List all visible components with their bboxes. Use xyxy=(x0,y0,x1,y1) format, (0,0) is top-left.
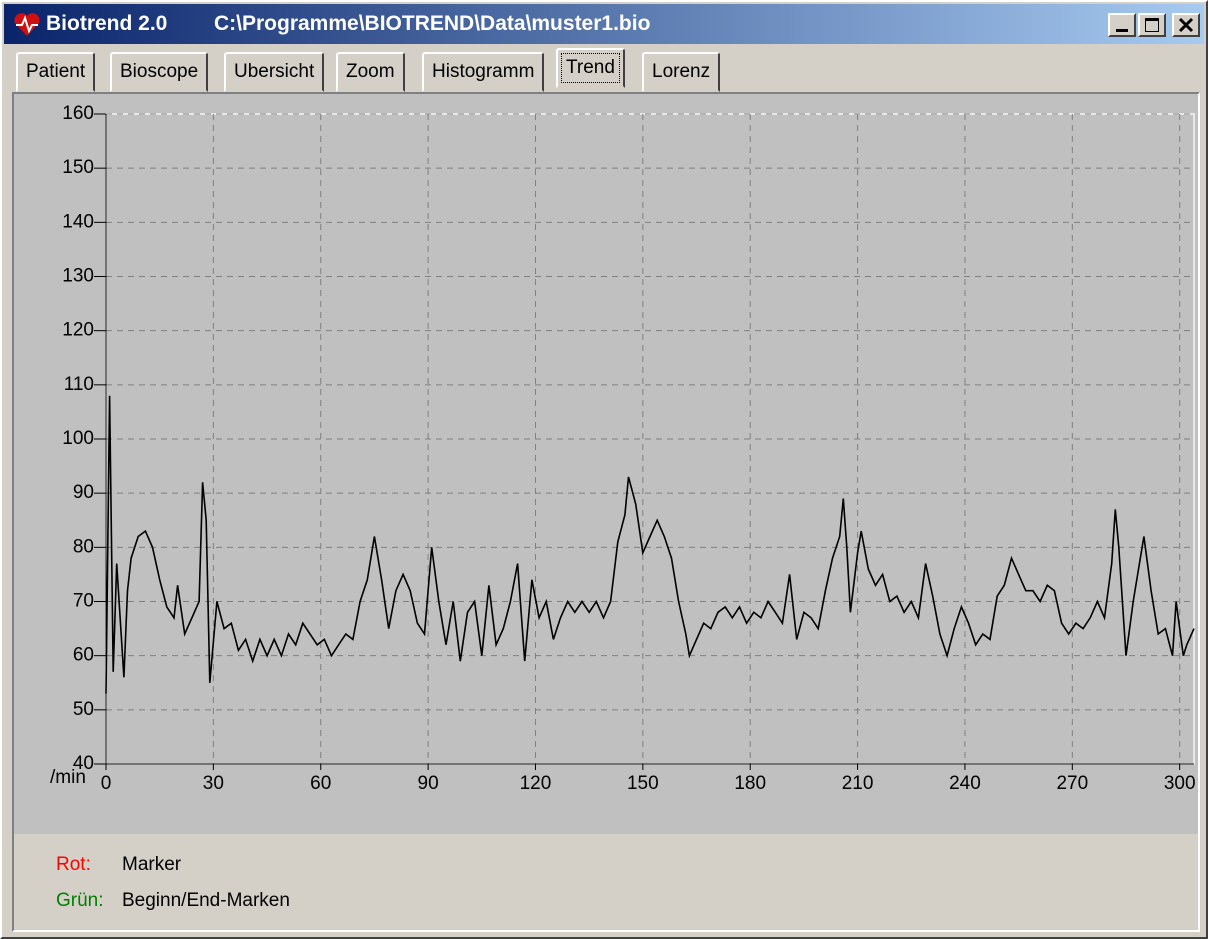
tab[interactable]: Zoom xyxy=(336,52,405,92)
note-key: Grün: xyxy=(56,890,104,911)
y-tick-label: 110 xyxy=(64,374,94,395)
y-tick-label: 130 xyxy=(62,266,94,287)
y-tick-label: 160 xyxy=(62,103,94,124)
app-icon xyxy=(14,13,40,36)
minimize-button[interactable] xyxy=(1108,13,1136,37)
y-tick-label: 40 xyxy=(73,753,94,774)
chart: 40 50 60 70 80 90 100 110 120 130 140 150 160 0 30 60 90… xyxy=(14,94,1198,834)
tab[interactable]: Lorenz xyxy=(642,52,721,92)
x-tick-label: 30 xyxy=(203,773,224,794)
x-tick-label: 90 xyxy=(418,773,439,794)
maximize-button[interactable] xyxy=(1138,13,1166,37)
x-tick-label: 300 xyxy=(1164,773,1196,794)
chart-background xyxy=(14,94,1198,834)
chart-panel: 40 50 60 70 80 90 100 110 120 130 140 150 160 0 30 60 90… xyxy=(12,92,1200,932)
tab[interactable]: Ubersicht xyxy=(224,52,325,92)
note-key: Rot: xyxy=(56,854,91,875)
x-tick-label: 210 xyxy=(842,773,874,794)
note-text: Marker xyxy=(122,854,182,875)
x-tick-label: 0 xyxy=(101,773,112,794)
tab[interactable]: Patient xyxy=(16,52,96,92)
x-tick-label: 60 xyxy=(310,773,331,794)
file-path: C:\Programme\BIOTREND\Data\muster1.bio xyxy=(214,12,651,35)
y-tick-label: 70 xyxy=(73,591,94,612)
note-text: Beginn/End-Marken xyxy=(122,890,290,911)
y-tick-label: 50 xyxy=(73,699,94,720)
y-tick-label: 90 xyxy=(73,482,94,503)
x-tick-label: 240 xyxy=(949,773,981,794)
tab[interactable]: Bioscope xyxy=(110,52,209,92)
y-tick-label: 80 xyxy=(73,536,94,557)
tab[interactable]: Trend xyxy=(556,48,625,88)
y-tick-label: 120 xyxy=(62,320,94,341)
y-tick-label: 150 xyxy=(62,157,94,178)
x-tick-label: 180 xyxy=(734,773,766,794)
tab[interactable]: Histogramm xyxy=(422,52,545,92)
x-tick-label: 270 xyxy=(1056,773,1088,794)
x-tick-label: 150 xyxy=(627,773,659,794)
title-bar: Biotrend 2.0 C:\Programme\BIOTREND\Data\… xyxy=(4,4,1204,44)
y-tick-label: 60 xyxy=(73,645,94,666)
y-unit-label: /min xyxy=(50,767,86,788)
trend-line xyxy=(105,395,1195,694)
y-tick-label: 140 xyxy=(62,211,94,232)
app-name: Biotrend 2.0 xyxy=(46,12,168,35)
x-tick-label: 120 xyxy=(520,773,552,794)
close-button[interactable] xyxy=(1172,13,1200,37)
y-tick-label: 100 xyxy=(62,428,94,449)
